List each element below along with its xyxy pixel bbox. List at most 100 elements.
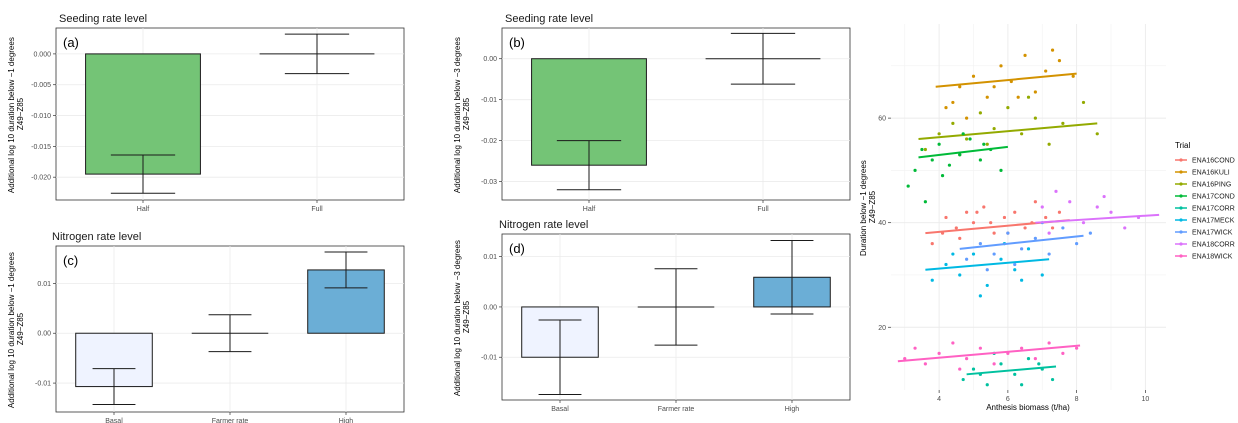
scatter-point bbox=[944, 262, 948, 267]
legend-key-point bbox=[1179, 170, 1183, 174]
scatter-point bbox=[1047, 341, 1051, 345]
y-tick-label: 40 bbox=[878, 220, 886, 227]
panel-a-ylabel-line2: Z49−Z85 bbox=[16, 97, 25, 130]
panel-c-ylabel: Additional log 10 duration below −1 degr… bbox=[7, 250, 25, 408]
scatter-point bbox=[1020, 278, 1024, 282]
scatter-point bbox=[985, 383, 989, 387]
scatter-point bbox=[1081, 221, 1086, 225]
scatter-point bbox=[978, 294, 982, 298]
scatter-point bbox=[1047, 142, 1051, 146]
scatter-point bbox=[1006, 231, 1010, 235]
scatter-point bbox=[940, 174, 945, 178]
scatter-point bbox=[937, 351, 941, 355]
scatter-point bbox=[999, 362, 1003, 366]
scatter-point bbox=[1047, 231, 1051, 235]
legend-key-point bbox=[1179, 254, 1183, 258]
legend-key-point bbox=[1179, 158, 1183, 162]
scatter-point bbox=[958, 236, 962, 240]
scatter-point bbox=[1050, 48, 1055, 52]
fit-line bbox=[897, 344, 1081, 363]
legend-label: ENA17CORR bbox=[1192, 206, 1235, 213]
legend-label: ENA18CORR bbox=[1192, 242, 1235, 249]
scatter-point bbox=[903, 357, 907, 361]
panel-d-ylabel-line1: Additional log 10 duration below −3 degr… bbox=[453, 240, 462, 396]
scatter-point bbox=[992, 126, 996, 131]
scatter-point bbox=[947, 163, 952, 167]
scatter-point bbox=[937, 132, 941, 136]
scatter-point bbox=[1040, 273, 1044, 277]
panel-d-ylabel: Additional log 10 duration below −3 degr… bbox=[453, 238, 471, 396]
scatter-point bbox=[1095, 205, 1099, 209]
scatter-point bbox=[1044, 215, 1048, 220]
scatter-point bbox=[923, 147, 927, 152]
panel-d-label: (d) bbox=[509, 241, 525, 256]
scatter-point bbox=[1040, 205, 1044, 209]
fit-line bbox=[935, 72, 1077, 88]
scatter-point bbox=[992, 252, 996, 256]
scatter-point bbox=[1023, 226, 1027, 230]
scatter-point bbox=[937, 142, 941, 146]
scatter-point bbox=[971, 74, 976, 78]
y-tick-label: -0.015 bbox=[31, 144, 51, 151]
scatter-point bbox=[1026, 357, 1031, 361]
legend-label: ENA17COND bbox=[1192, 194, 1235, 201]
panel-b-yticks: -0.03 -0.02 -0.01 0.00 bbox=[481, 56, 502, 186]
scatter-point bbox=[1020, 383, 1024, 387]
scatter-point bbox=[958, 273, 962, 277]
bar bbox=[85, 53, 201, 175]
y-tick-label: -0.02 bbox=[481, 138, 497, 145]
panel-e-ylabel: Duration below −1 degrees Z49−Z85 bbox=[859, 158, 877, 256]
fit-line bbox=[959, 234, 1084, 250]
scatter-point bbox=[1026, 95, 1031, 99]
scatter-point bbox=[978, 242, 982, 246]
panel-b-marks bbox=[531, 32, 821, 191]
scatter-point bbox=[1020, 247, 1024, 251]
scatter-point bbox=[978, 346, 982, 350]
scatter-point bbox=[1002, 215, 1007, 220]
panel-b-ylabel: Additional log 10 duration below −3 degr… bbox=[453, 35, 471, 193]
scatter-point bbox=[999, 168, 1003, 172]
scatter-point bbox=[1023, 53, 1027, 57]
legend-key-point bbox=[1179, 206, 1183, 210]
fit-line bbox=[1035, 213, 1160, 224]
panel-a-xticks: Half Full bbox=[137, 200, 323, 213]
scatter-point bbox=[951, 100, 955, 105]
scatter-point bbox=[1075, 346, 1079, 350]
y-tick-label: 0.01 bbox=[37, 281, 51, 288]
scatter-point bbox=[1081, 100, 1086, 105]
panel-c-title: Nitrogen rate level bbox=[52, 231, 141, 243]
scatter-point bbox=[1088, 231, 1092, 235]
legend-label: ENA18WICK bbox=[1192, 254, 1233, 261]
scatter-point bbox=[978, 111, 982, 115]
scatter-point bbox=[978, 158, 982, 162]
y-tick-label: -0.020 bbox=[31, 175, 51, 182]
x-tick-label: Full bbox=[311, 206, 323, 213]
scatter-point bbox=[1075, 242, 1079, 246]
scatter-point bbox=[1050, 226, 1055, 230]
scatter-point bbox=[1095, 132, 1099, 136]
scatter-point bbox=[913, 168, 917, 172]
scatter-point bbox=[975, 210, 979, 214]
y-tick-label: 60 bbox=[878, 116, 886, 123]
panel-d-marks bbox=[521, 240, 831, 395]
x-tick-label: 6 bbox=[1006, 396, 1010, 403]
scatter-point bbox=[1020, 132, 1024, 136]
x-tick-label: 10 bbox=[1141, 396, 1149, 403]
scatter-point bbox=[985, 268, 989, 272]
panel-e-legend: Trial ENA16COND ENA16KULI ENA16PING ENA17CO… bbox=[1175, 141, 1235, 261]
scatter-point bbox=[1033, 236, 1037, 240]
panel-a-title: Seeding rate level bbox=[59, 13, 147, 25]
legend-label: ENA16PING bbox=[1192, 182, 1231, 189]
scatter-point bbox=[923, 362, 927, 366]
y-tick-label: 0.000 bbox=[33, 51, 51, 58]
scatter-point bbox=[944, 106, 948, 110]
panel-a-ylabel-line1: Additional log 10 duration below −1 degr… bbox=[7, 37, 16, 193]
panel-b-ylabel-line1: Additional log 10 duration below −3 degr… bbox=[453, 37, 462, 193]
scatter-point bbox=[992, 231, 996, 235]
scatter-point bbox=[982, 142, 986, 146]
legend-key-point bbox=[1179, 194, 1183, 198]
scatter-point bbox=[985, 95, 989, 99]
scatter-point bbox=[1102, 194, 1106, 199]
panel-e-xticks: 4 6 8 10 bbox=[937, 390, 1149, 403]
fit-line bbox=[966, 365, 1057, 376]
